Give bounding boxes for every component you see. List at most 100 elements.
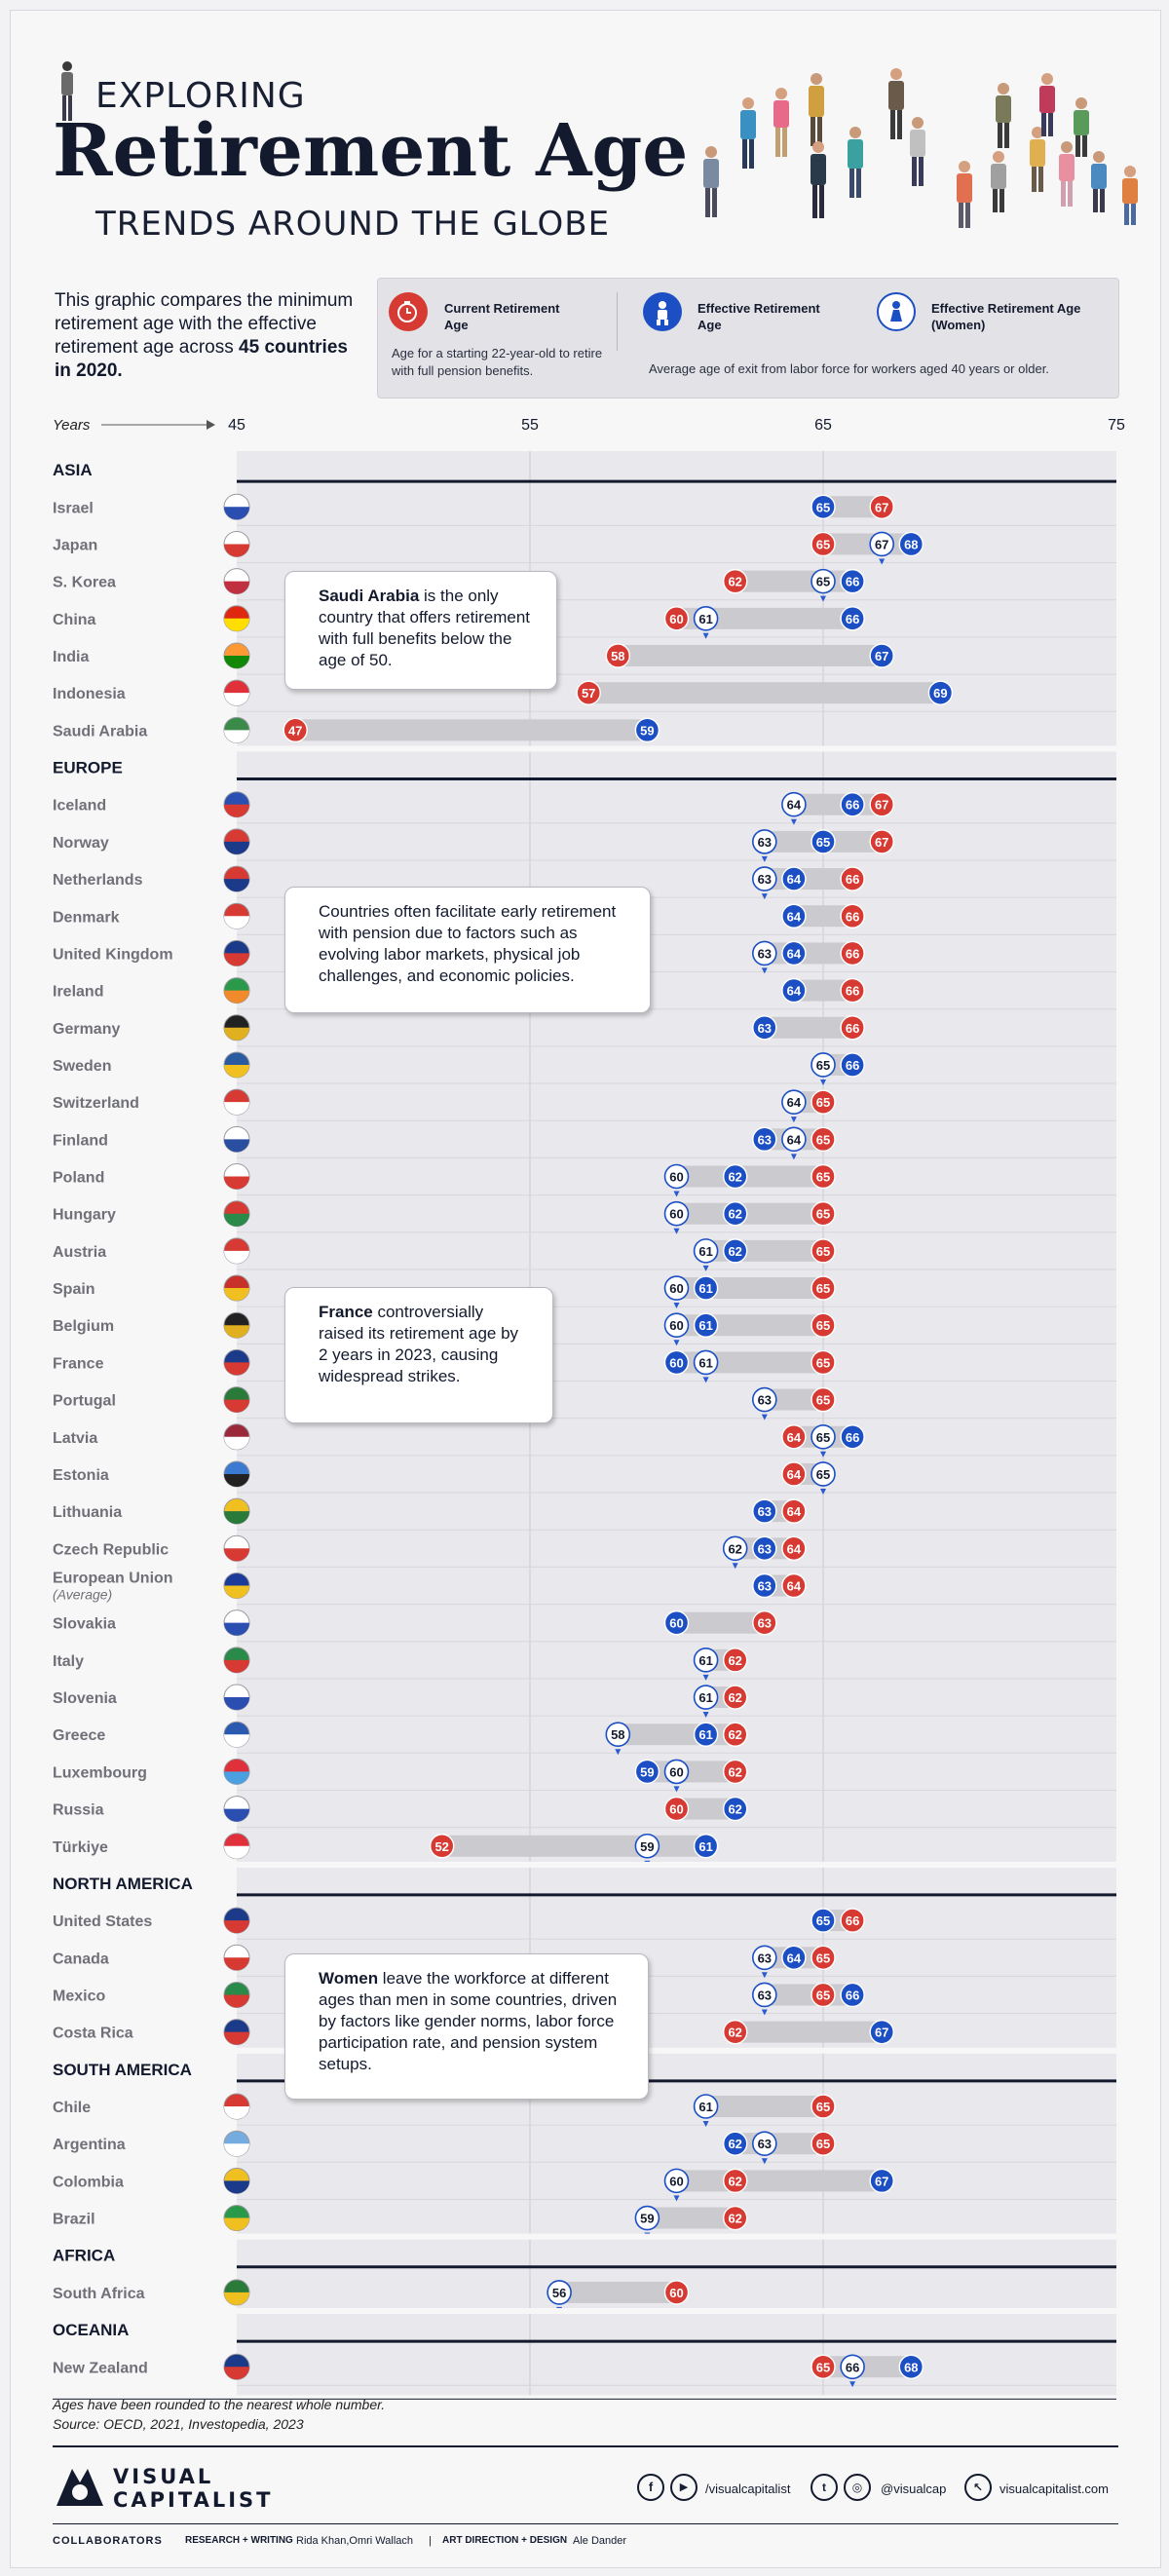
range-bar <box>764 1984 853 2006</box>
current-age-label: 60 <box>669 1802 683 1817</box>
women-age-label: 61 <box>698 1690 712 1705</box>
women-indicator-icon <box>879 558 886 565</box>
current-age-marker <box>723 568 748 594</box>
women-age-label: 65 <box>816 1058 830 1073</box>
effective-age-label: 63 <box>758 1578 772 1593</box>
women-age-marker <box>663 2168 690 2194</box>
current-age-marker <box>752 1610 777 1636</box>
current-age-label: 65 <box>816 2360 830 2374</box>
current-age-marker <box>811 1089 836 1115</box>
flag-icon-band <box>224 2180 249 2194</box>
current-age-marker <box>723 1759 748 1785</box>
cursor-icon[interactable]: ↖ <box>964 2474 992 2501</box>
women-age-label: 65 <box>816 1467 830 1482</box>
current-age-label: 65 <box>816 1170 830 1185</box>
effective-age-label: 63 <box>758 1504 772 1519</box>
women-indicator-icon <box>702 1712 709 1719</box>
facebook-icon[interactable]: f <box>637 2474 664 2501</box>
collaborators-label: COLLABORATORS <box>53 2535 163 2547</box>
women-indicator-icon <box>702 632 709 639</box>
note-france: France controversially raised its retire… <box>284 1287 553 1423</box>
current-age-marker <box>811 2354 836 2379</box>
effective-age-label: 63 <box>758 1132 772 1147</box>
current-age-marker <box>605 643 630 668</box>
country-label: Argentina <box>53 2137 126 2153</box>
women-indicator-icon <box>790 1117 797 1123</box>
region-label: OCEANIA <box>53 2321 129 2339</box>
current-age-marker <box>811 2094 836 2119</box>
website-link[interactable]: visualcapitalist.com <box>999 2481 1109 2496</box>
current-age-marker <box>811 1200 836 1227</box>
country-label: S. Korea <box>53 575 116 591</box>
women-age-marker <box>663 1312 690 1339</box>
current-age-label: 64 <box>787 1578 802 1593</box>
current-age-marker <box>811 2131 836 2156</box>
social-link-2[interactable]: @visualcap <box>881 2481 947 2496</box>
women-age-label: 63 <box>758 872 772 887</box>
women-indicator-icon <box>673 1228 680 1234</box>
country-label: Mexico <box>53 1988 105 2004</box>
women-age-marker <box>781 791 807 817</box>
current-age-label: 65 <box>816 1318 830 1333</box>
flag-icon-band <box>224 879 249 892</box>
effective-age-label: 68 <box>904 2360 918 2374</box>
research-label: RESEARCH + WRITING <box>185 2535 293 2546</box>
women-age-label: 61 <box>698 1355 712 1370</box>
social-link-1[interactable]: /visualcapitalist <box>705 2481 791 2496</box>
country-label: Luxembourg <box>53 1764 147 1781</box>
twitter-icon[interactable]: t <box>811 2474 838 2501</box>
women-age-marker <box>751 940 777 966</box>
effective-age-label: 62 <box>728 1207 741 1222</box>
country-label: Lithuania <box>53 1504 122 1521</box>
flag-icon-band <box>224 2367 249 2380</box>
country-label: Colombia <box>53 2174 124 2190</box>
instagram-icon[interactable]: ◎ <box>844 2474 871 2501</box>
effective-age-marker <box>898 531 924 557</box>
current-age-label: 64 <box>787 1541 802 1556</box>
legend-current-title: Current Retirement Age <box>444 301 560 332</box>
effective-age-label: 61 <box>698 1281 712 1296</box>
women-age-label: 56 <box>552 2286 566 2300</box>
country-label: Latvia <box>53 1430 97 1447</box>
current-age-marker <box>723 1648 748 1673</box>
women-age-marker <box>693 2094 719 2119</box>
country-label: Poland <box>53 1170 104 1187</box>
country-label: Iceland <box>53 798 106 814</box>
current-age-marker <box>869 829 894 854</box>
current-age-label: 65 <box>816 1951 830 1965</box>
current-age-marker <box>811 1386 836 1413</box>
note-women: Women leave the workforce at different a… <box>284 1953 649 2100</box>
women-age-label: 60 <box>669 1207 683 1222</box>
collab-separator: | <box>429 2535 432 2547</box>
current-age-marker <box>663 606 690 631</box>
range-bar <box>295 719 648 741</box>
effective-age-marker <box>723 1796 748 1822</box>
effective-age-marker <box>781 977 807 1004</box>
current-age-label: 65 <box>816 2137 830 2151</box>
x-tick-label: 75 <box>1108 417 1125 434</box>
footer-divider <box>53 2445 1118 2447</box>
current-age-label: 47 <box>288 723 302 738</box>
source-note: Source: OECD, 2021, Investopedia, 2023 <box>53 2416 304 2432</box>
effective-age-marker <box>723 1163 748 1190</box>
current-age-label: 66 <box>846 1913 859 1928</box>
country-label: Norway <box>53 835 109 852</box>
flag-icon-band <box>224 990 249 1004</box>
current-age-marker <box>811 531 836 557</box>
effective-age-marker <box>752 1015 777 1041</box>
current-age-marker <box>869 792 894 817</box>
effective-age-marker <box>811 829 836 854</box>
women-indicator-icon <box>761 893 768 900</box>
current-age-marker <box>811 1126 836 1153</box>
effective-age-label: 60 <box>669 1355 683 1370</box>
current-age-marker <box>663 1796 690 1822</box>
flag-icon-band <box>224 1362 249 1376</box>
flag-icon-band <box>224 1102 249 1116</box>
women-age-label: 63 <box>758 1393 772 1408</box>
country-label: Italy <box>53 1653 84 1670</box>
women-age-label: 61 <box>698 1244 712 1259</box>
effective-age-marker <box>752 1498 777 1524</box>
effective-age-label: 59 <box>640 723 654 738</box>
youtube-icon[interactable]: ▶ <box>670 2474 698 2501</box>
effective-age-marker <box>927 680 954 705</box>
